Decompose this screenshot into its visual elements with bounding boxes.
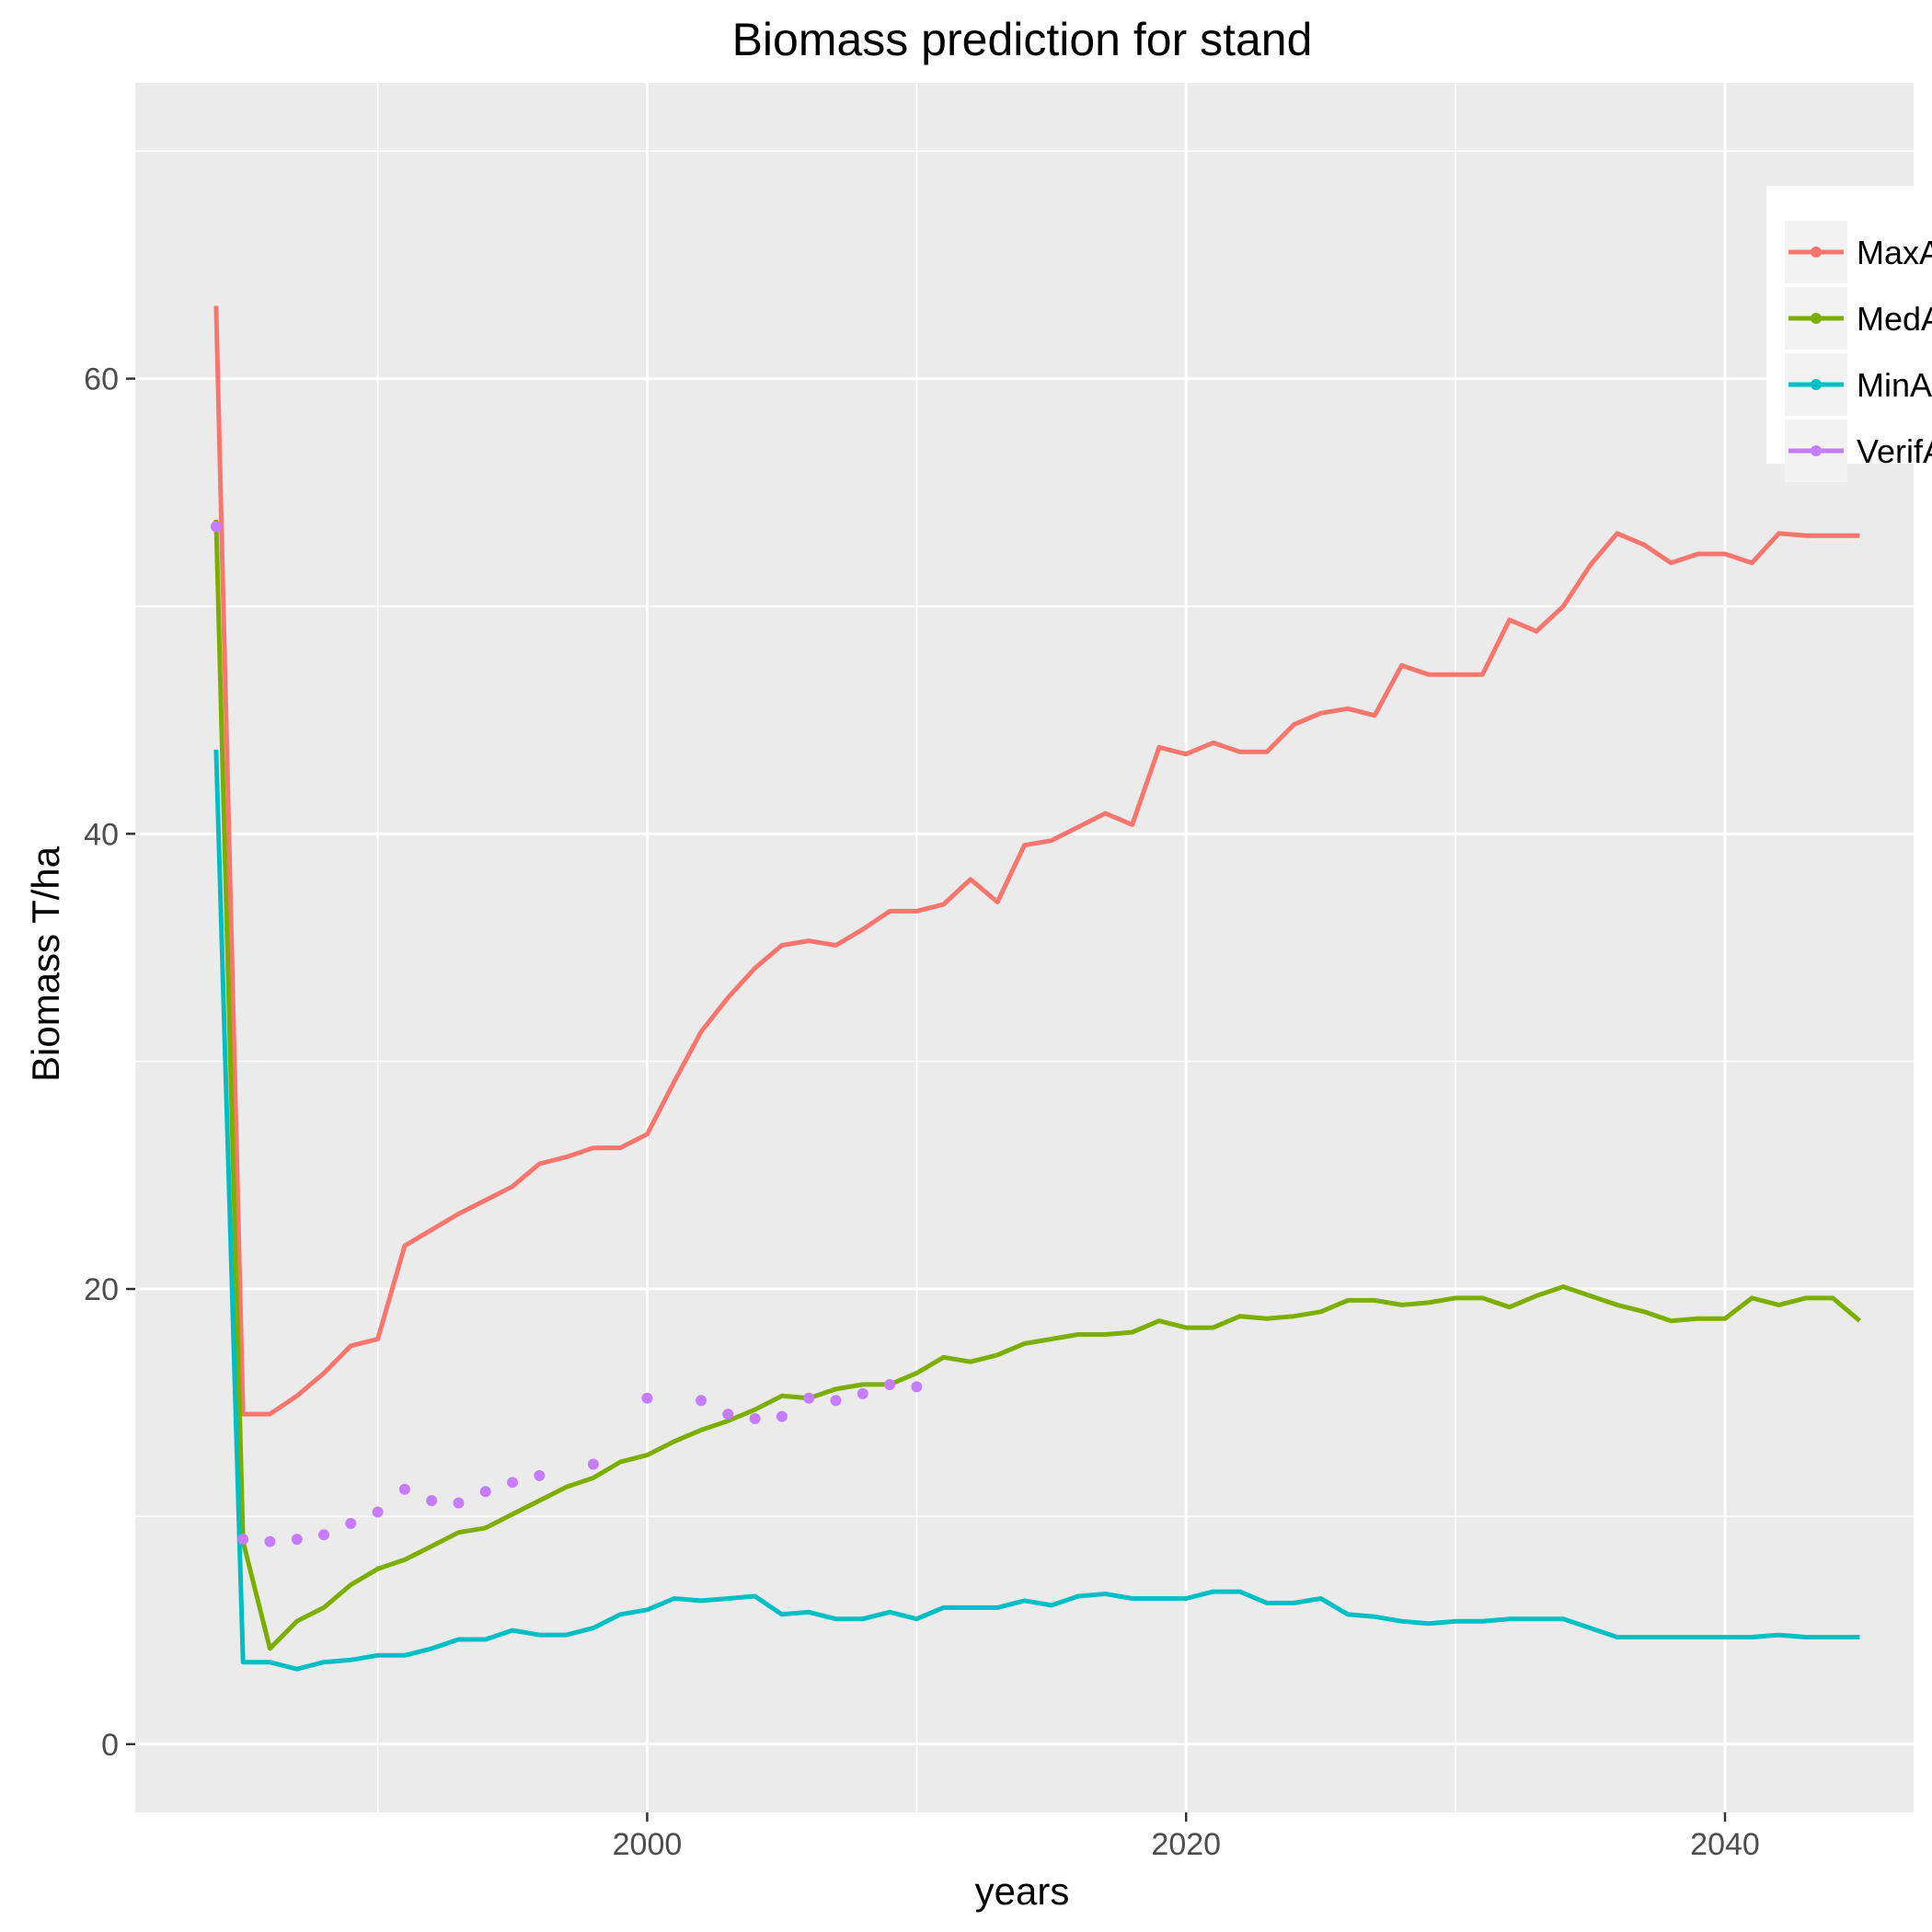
x-tick-label: 2000 (613, 1827, 683, 1862)
data-point-verifa (884, 1378, 896, 1390)
y-tick-label: 20 (84, 1272, 119, 1307)
data-point-verifa (641, 1392, 653, 1404)
data-point-verifa (398, 1483, 410, 1495)
data-point-verifa (291, 1534, 303, 1546)
series-lines (210, 305, 1862, 1672)
data-point-verifa (345, 1517, 357, 1529)
data-point-verifa (830, 1395, 842, 1407)
legend-label-maxa: MaxA (1857, 234, 1932, 271)
legend-label-verifa: VerifA (1857, 432, 1932, 470)
y-tick-label: 60 (84, 362, 119, 397)
data-point-verifa (857, 1387, 868, 1399)
data-point-verifa (318, 1529, 330, 1541)
data-point-verifa (372, 1506, 384, 1518)
series-line-mina (213, 749, 1860, 1672)
y-tick-label: 40 (84, 817, 119, 852)
data-point-verifa (479, 1486, 491, 1498)
y-axis-label: Biomass T/ha (24, 845, 67, 1082)
legend-key-point (1811, 379, 1822, 390)
data-point-verifa (453, 1497, 465, 1509)
data-point-verifa (911, 1381, 923, 1393)
x-tick-label: 2040 (1690, 1827, 1760, 1862)
panel-background (135, 83, 1914, 1812)
legend-key-point (1811, 313, 1822, 324)
chart-title: Biomass prediction for stand (732, 14, 1313, 65)
legend-label-mina: MinA (1857, 366, 1932, 404)
data-point-verifa (776, 1410, 788, 1422)
x-tick-label: 2020 (1151, 1827, 1221, 1862)
legend-key-point (1811, 445, 1822, 456)
data-point-verifa (722, 1409, 734, 1420)
data-point-verifa (696, 1395, 707, 1407)
data-point-verifa (210, 521, 222, 533)
y-axis: 0 20 40 60 (84, 362, 135, 1763)
data-point-verifa (534, 1469, 546, 1481)
series-line-meda (213, 519, 1862, 1651)
grid-lines (135, 83, 1914, 1812)
data-point-verifa (237, 1534, 249, 1546)
y-tick-label: 0 (101, 1728, 119, 1763)
x-axis-label: years (975, 1869, 1070, 1913)
plot-panel (135, 83, 1914, 1812)
legend: MaxA MedA MinA VerifA (1766, 186, 1932, 482)
data-point-verifa (749, 1413, 761, 1425)
data-point-verifa (803, 1392, 815, 1404)
x-axis: 2000 2020 2040 (613, 1812, 1760, 1862)
series-line-maxa (213, 305, 1860, 1417)
legend-label-meda: MedA (1857, 300, 1932, 338)
legend-key-point (1811, 247, 1822, 258)
data-point-verifa (426, 1495, 438, 1507)
data-point-verifa (507, 1477, 519, 1489)
data-point-verifa (587, 1458, 599, 1470)
data-point-verifa (264, 1535, 276, 1547)
